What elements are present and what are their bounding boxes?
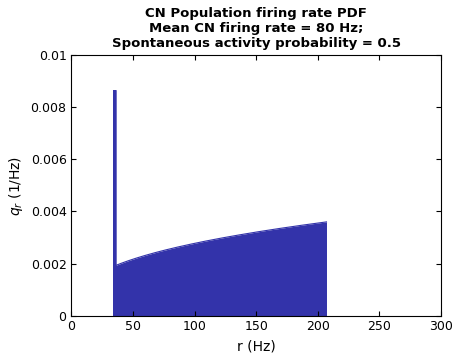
- Polygon shape: [113, 90, 115, 316]
- Y-axis label: $q_r$ (1/Hz): $q_r$ (1/Hz): [7, 156, 25, 216]
- Title: CN Population firing rate PDF
Mean CN firing rate = 80 Hz;
Spontaneous activity : CN Population firing rate PDF Mean CN fi…: [112, 7, 400, 50]
- X-axis label: r (Hz): r (Hz): [236, 339, 275, 353]
